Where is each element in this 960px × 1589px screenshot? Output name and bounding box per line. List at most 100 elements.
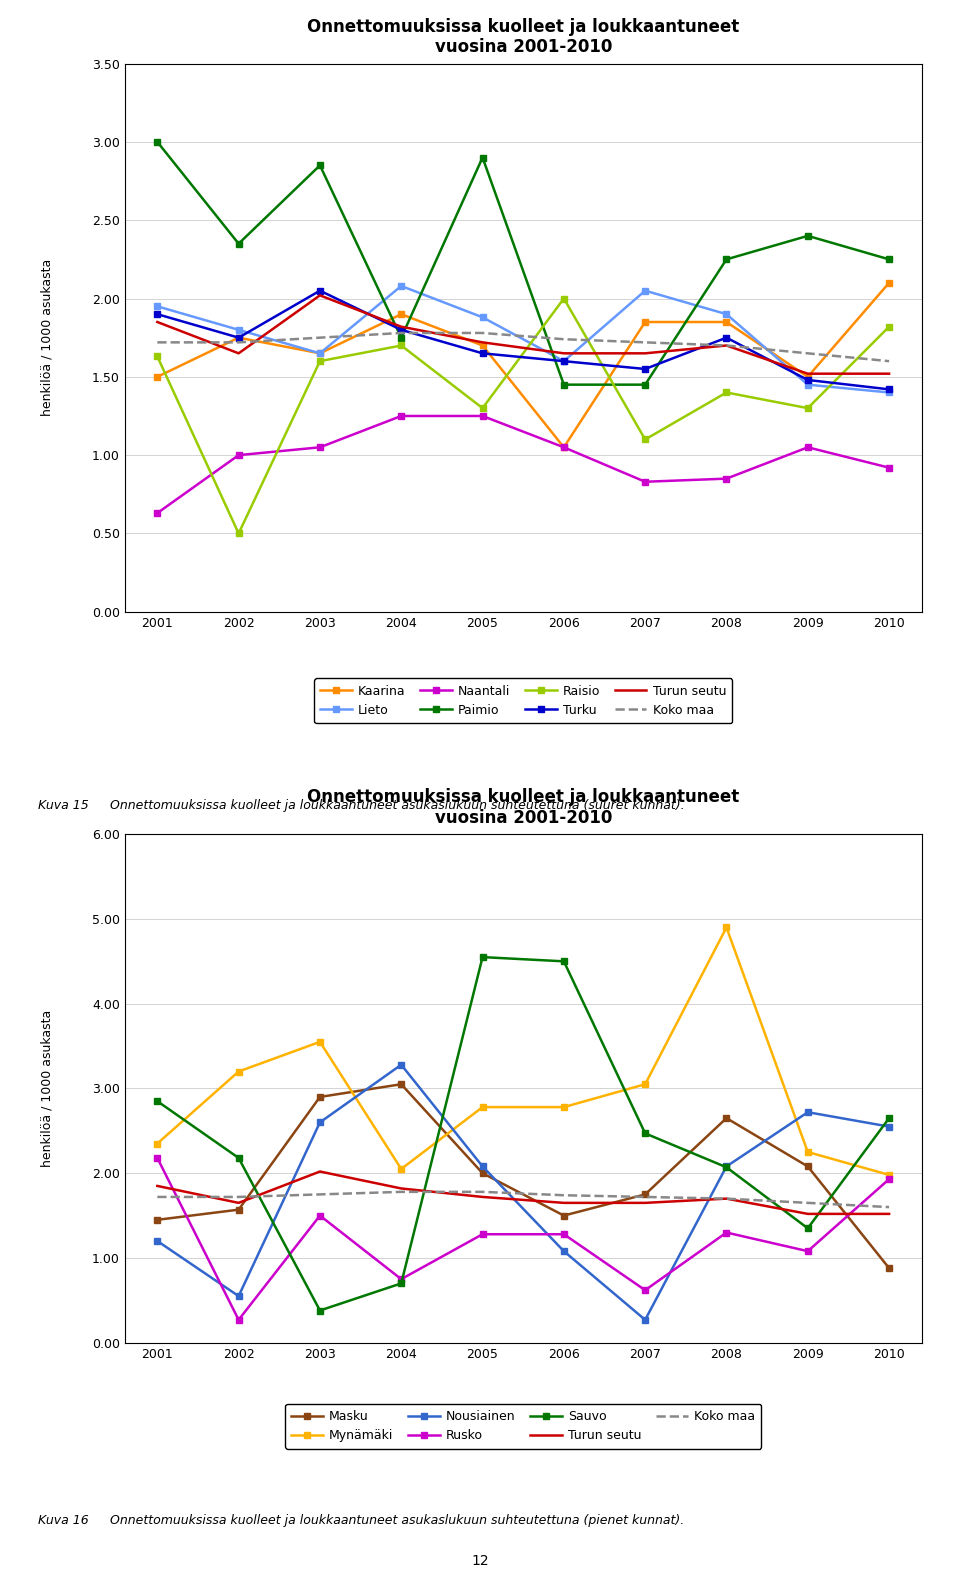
Title: Onnettomuuksissa kuolleet ja loukkaantuneet
vuosina 2001-2010: Onnettomuuksissa kuolleet ja loukkaantun… xyxy=(307,17,739,57)
Line: Lieto: Lieto xyxy=(154,283,893,396)
Paimio xyxy=(396,327,407,346)
Nousiainen xyxy=(721,1157,732,1176)
Raisio xyxy=(802,399,813,418)
Turku xyxy=(721,327,732,346)
Nousiainen xyxy=(152,1231,163,1251)
Koko maa xyxy=(233,1187,245,1206)
Nousiainen xyxy=(396,1055,407,1074)
Mynämäki xyxy=(558,1098,569,1117)
Koko maa xyxy=(883,1198,895,1217)
Koko maa xyxy=(233,332,245,351)
Kaarina xyxy=(477,335,489,354)
Paimio xyxy=(883,249,895,269)
Koko maa xyxy=(721,1189,732,1208)
Line: Koko maa: Koko maa xyxy=(157,334,889,361)
Masku xyxy=(477,1163,489,1182)
Mynämäki xyxy=(802,1142,813,1162)
Naantali xyxy=(883,458,895,477)
Raisio xyxy=(314,351,325,370)
Sauvo xyxy=(233,1149,245,1168)
Masku xyxy=(233,1200,245,1219)
Line: Turku: Turku xyxy=(154,288,893,392)
Lieto xyxy=(396,276,407,296)
Rusko xyxy=(314,1206,325,1225)
Raisio xyxy=(883,318,895,337)
Masku xyxy=(152,1211,163,1230)
Line: Naantali: Naantali xyxy=(154,413,893,516)
Sauvo xyxy=(396,1274,407,1293)
Line: Paimio: Paimio xyxy=(154,138,893,388)
Raisio xyxy=(558,289,569,308)
Raisio xyxy=(152,346,163,365)
Turun seutu xyxy=(152,313,163,332)
Turun seutu xyxy=(233,343,245,362)
Naantali xyxy=(558,437,569,458)
Paimio xyxy=(233,234,245,253)
Lieto xyxy=(883,383,895,402)
Koko maa xyxy=(721,335,732,354)
Legend: Masku, Mynämäki, Nousiainen, Rusko, Sauvo, Turun seutu, Koko maa: Masku, Mynämäki, Nousiainen, Rusko, Sauv… xyxy=(285,1403,761,1449)
Turku xyxy=(152,305,163,324)
Turun seutu xyxy=(883,1204,895,1224)
Y-axis label: henkilöä / 1000 asukasta: henkilöä / 1000 asukasta xyxy=(40,1011,53,1166)
Turku xyxy=(883,380,895,399)
Turun seutu xyxy=(477,332,489,351)
Mynämäki xyxy=(721,918,732,938)
Rusko xyxy=(802,1241,813,1260)
Lieto xyxy=(477,308,489,327)
Koko maa xyxy=(558,329,569,348)
Sauvo xyxy=(639,1123,651,1142)
Text: Kuva 15: Kuva 15 xyxy=(38,799,89,812)
Naantali xyxy=(721,469,732,488)
Kaarina xyxy=(314,343,325,362)
Turun seutu xyxy=(883,364,895,383)
Nousiainen xyxy=(477,1157,489,1176)
Raisio xyxy=(233,524,245,543)
Turun seutu xyxy=(233,1193,245,1212)
Rusko xyxy=(396,1270,407,1289)
Line: Turun seutu: Turun seutu xyxy=(157,296,889,373)
Mynämäki xyxy=(477,1098,489,1117)
Turku xyxy=(558,351,569,370)
Naantali xyxy=(639,472,651,491)
Lieto xyxy=(802,375,813,394)
Legend: Kaarina, Lieto, Naantali, Paimio, Raisio, Turku, Turun seutu, Koko maa: Kaarina, Lieto, Naantali, Paimio, Raisio… xyxy=(314,679,732,723)
Raisio xyxy=(477,399,489,418)
Turku xyxy=(477,343,489,362)
Turun seutu xyxy=(802,1204,813,1224)
Turun seutu xyxy=(396,318,407,337)
Koko maa xyxy=(558,1185,569,1204)
Title: Onnettomuuksissa kuolleet ja loukkaantuneet
vuosina 2001-2010: Onnettomuuksissa kuolleet ja loukkaantun… xyxy=(307,788,739,828)
Koko maa xyxy=(477,1182,489,1201)
Paimio xyxy=(558,375,569,394)
Paimio xyxy=(314,156,325,175)
Turun seutu xyxy=(639,1193,651,1212)
Masku xyxy=(639,1185,651,1204)
Kaarina xyxy=(152,367,163,386)
Naantali xyxy=(233,445,245,464)
Line: Raisio: Raisio xyxy=(154,296,893,537)
Lieto xyxy=(233,321,245,340)
Nousiainen xyxy=(802,1103,813,1122)
Line: Turun seutu: Turun seutu xyxy=(157,1171,889,1214)
Kaarina xyxy=(802,367,813,386)
Lieto xyxy=(558,351,569,370)
Line: Mynämäki: Mynämäki xyxy=(154,923,893,1179)
Lieto xyxy=(314,343,325,362)
Koko maa xyxy=(152,1187,163,1206)
Rusko xyxy=(152,1149,163,1168)
Turun seutu xyxy=(152,1176,163,1195)
Mynämäki xyxy=(396,1160,407,1179)
Koko maa xyxy=(802,1193,813,1212)
Nousiainen xyxy=(233,1287,245,1306)
Lieto xyxy=(721,305,732,324)
Sauvo xyxy=(802,1219,813,1238)
Turku xyxy=(314,281,325,300)
Turun seutu xyxy=(396,1179,407,1198)
Lieto xyxy=(639,281,651,300)
Koko maa xyxy=(396,324,407,343)
Naantali xyxy=(152,504,163,523)
Paimio xyxy=(477,148,489,167)
Turun seutu xyxy=(721,1189,732,1208)
Paimio xyxy=(802,226,813,245)
